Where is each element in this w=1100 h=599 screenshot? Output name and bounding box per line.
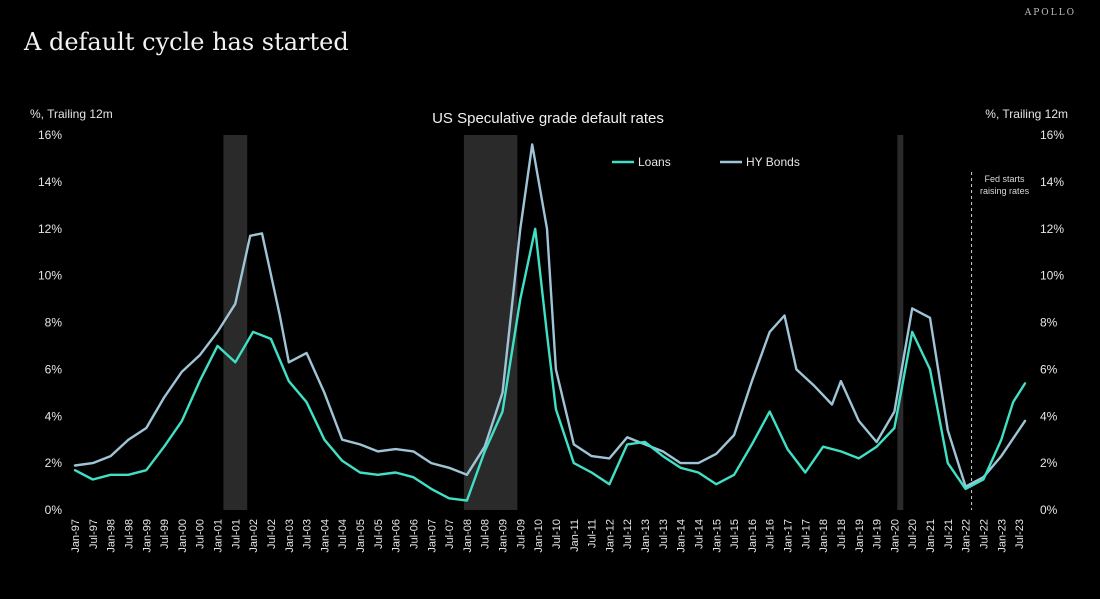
x-tick-label: Jan-17 (783, 519, 795, 553)
x-tick-label: Jul-09 (515, 519, 527, 549)
x-tick-label: Jan-22 (961, 519, 973, 553)
fed-annotation-text: raising rates (980, 186, 1030, 196)
y-tick-left: 10% (38, 269, 62, 283)
x-tick-label: Jan-06 (391, 519, 403, 553)
x-tick-label: Jul-12 (622, 519, 634, 549)
recession-band-3 (897, 135, 904, 510)
recession-shading-layer (223, 135, 904, 510)
fed-annotation: Fed starts raising rates (971, 172, 1030, 510)
chart-title: US Speculative grade default rates (432, 110, 664, 127)
x-tick-label: Jul-05 (373, 519, 385, 549)
y-tick-right: 14% (1040, 175, 1064, 189)
x-tick-label: Jul-99 (159, 519, 171, 549)
y-axis-left: 0% 2% 4% 6% 8% 10% 12% 14% 16% (38, 128, 62, 517)
x-tick-label: Jan-18 (818, 519, 830, 553)
x-tick-label: Jul-00 (195, 519, 207, 549)
x-tick-label: Jul-17 (800, 519, 812, 549)
x-tick-label: Jul-18 (836, 519, 848, 549)
x-tick-label: Jul-11 (587, 519, 599, 548)
x-tick-label: Jul-15 (729, 519, 741, 549)
x-tick-label: Jan-02 (248, 519, 260, 553)
fed-annotation-text: Fed starts (985, 174, 1026, 184)
x-tick-label: Jan-21 (925, 519, 937, 553)
y-axis-right: 0% 2% 4% 6% 8% 10% 12% 14% 16% (1040, 128, 1064, 517)
y-tick-left: 4% (45, 409, 63, 423)
x-tick-label: Jan-98 (106, 519, 118, 553)
x-tick-label: Jan-19 (854, 519, 866, 553)
x-tick-label: Jul-97 (88, 519, 100, 549)
x-tick-label: Jul-04 (337, 519, 349, 549)
legend: Loans HY Bonds (612, 155, 800, 169)
series-line-hy-bonds (73, 143, 1027, 488)
y-tick-left: 16% (38, 128, 62, 142)
series-layer (73, 143, 1027, 502)
legend-label-hy-bonds: HY Bonds (746, 155, 800, 169)
x-tick-label: Jan-16 (747, 519, 759, 553)
x-tick-label: Jan-99 (141, 519, 153, 553)
y-axis-label-right: %, Trailing 12m (985, 107, 1068, 121)
x-tick-label: Jan-13 (640, 519, 652, 553)
x-tick-label: Jul-02 (266, 519, 278, 549)
x-tick-label: Jul-23 (1014, 519, 1026, 549)
y-tick-left: 2% (45, 456, 63, 470)
y-tick-right: 8% (1040, 316, 1058, 330)
x-tick-label: Jan-97 (70, 519, 82, 553)
x-tick-label: Jan-03 (284, 519, 296, 553)
y-axis-label-left: %, Trailing 12m (30, 107, 113, 121)
y-tick-left: 6% (45, 362, 63, 376)
x-tick-label: Jan-20 (889, 519, 901, 553)
x-tick-label: Jul-10 (551, 519, 563, 549)
series-line-loans (73, 227, 1027, 502)
x-tick-label: Jan-14 (676, 519, 688, 553)
y-tick-right: 6% (1040, 362, 1058, 376)
x-tick-label: Jul-20 (907, 519, 919, 549)
x-tick-label: Jan-07 (426, 519, 438, 553)
y-tick-left: 0% (45, 503, 63, 517)
x-tick-label: Jul-01 (230, 519, 242, 549)
y-tick-right: 4% (1040, 409, 1058, 423)
x-tick-label: Jul-19 (872, 519, 884, 549)
y-tick-left: 14% (38, 175, 62, 189)
y-tick-right: 12% (1040, 222, 1064, 236)
legend-label-loans: Loans (638, 155, 671, 169)
x-tick-label: Jul-13 (658, 519, 670, 549)
x-tick-label: Jan-05 (355, 519, 367, 553)
x-tick-label: Jul-07 (444, 519, 456, 549)
y-tick-right: 16% (1040, 128, 1064, 142)
x-tick-label: Jan-12 (604, 519, 616, 553)
x-tick-label: Jul-16 (765, 519, 777, 549)
x-tick-label: Jan-08 (462, 519, 474, 553)
y-tick-right: 2% (1040, 456, 1058, 470)
x-tick-label: Jul-08 (480, 519, 492, 549)
x-tick-label: Jan-09 (498, 519, 510, 553)
x-tick-label: Jul-21 (943, 519, 955, 549)
x-tick-label: Jul-03 (302, 519, 314, 549)
x-tick-label: Jan-10 (533, 519, 545, 553)
recession-band-1 (223, 135, 248, 510)
page-headline: A default cycle has started (24, 28, 349, 56)
y-tick-left: 8% (45, 316, 63, 330)
x-tick-label: Jan-11 (569, 519, 581, 552)
y-tick-right: 10% (1040, 269, 1064, 283)
x-tick-label: Jul-14 (693, 519, 705, 549)
x-tick-label: Jul-98 (123, 519, 135, 549)
y-tick-right: 0% (1040, 503, 1058, 517)
x-axis: Jan-97 Jul-97 Jan-98 Jul-98 Jan-99 Jul-99 Jan-… (70, 519, 1026, 553)
recession-band-2 (463, 135, 518, 510)
x-tick-label: Jan-04 (319, 519, 331, 553)
y-tick-left: 12% (38, 222, 62, 236)
brand-logo: APOLLO (1024, 8, 1076, 18)
x-tick-label: Jan-15 (711, 519, 723, 553)
x-tick-label: Jul-06 (408, 519, 420, 549)
x-tick-label: Jan-01 (213, 519, 225, 553)
x-tick-label: Jul-22 (978, 519, 990, 549)
x-tick-label: Jan-23 (996, 519, 1008, 553)
x-tick-label: Jan-00 (177, 519, 189, 553)
